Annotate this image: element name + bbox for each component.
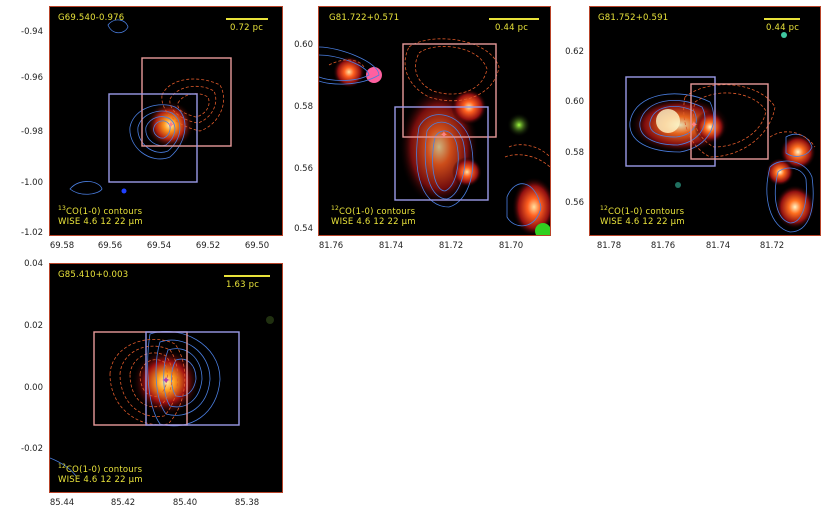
image-frame: ✦ G81.752+0.591 0.44 pc 12CO(1-0) contou…: [589, 6, 821, 236]
y-tick: -0.96: [21, 73, 43, 83]
y-tick: 0.58: [565, 148, 584, 158]
y-tick: 0.04: [24, 259, 43, 269]
source-name: G81.722+0.571: [329, 13, 400, 23]
sky-image: ✦: [50, 316, 274, 477]
x-tick: 69.54: [146, 241, 172, 251]
scale-bar: [226, 18, 268, 20]
x-tick: 81.72: [759, 241, 785, 251]
wise-label: WISE 4.6 12 22 μm: [600, 217, 685, 227]
x-tick: 69.58: [49, 241, 75, 251]
x-tick: 81.70: [498, 241, 524, 251]
y-tick: -0.98: [21, 127, 43, 137]
contour-label: 13CO(1-0) contours: [58, 205, 143, 217]
wise-label: WISE 4.6 12 22 μm: [58, 217, 143, 227]
x-tick: 81.76: [650, 241, 676, 251]
scale-label: 1.63 pc: [226, 280, 260, 290]
y-tick: 0.00: [24, 383, 43, 393]
x-tick: 81.76: [318, 241, 344, 251]
image-frame: ✦ G85.410+0.003 1.63 pc 12CO(1-0) contou…: [49, 263, 283, 493]
scale-label: 0.44 pc: [766, 23, 800, 33]
wise-label: WISE 4.6 12 22 μm: [58, 475, 143, 485]
x-tick: 69.52: [195, 241, 221, 251]
svg-text:✦: ✦: [161, 374, 170, 387]
svg-text:✦: ✦: [167, 120, 175, 131]
y-tick: 0.60: [565, 97, 584, 107]
wise-label: WISE 4.6 12 22 μm: [331, 217, 416, 227]
x-tick: 85.38: [234, 498, 260, 508]
contour-label: 12CO(1-0) contours: [600, 205, 685, 217]
y-tick: -1.02: [21, 228, 43, 238]
y-tick: -0.02: [21, 444, 43, 454]
source-name: G85.410+0.003: [58, 270, 129, 280]
sky-image: ✦: [625, 32, 816, 233]
x-tick: 85.40: [172, 498, 198, 508]
svg-text:✦: ✦: [440, 130, 448, 141]
image-frame: ✦ G69.540-0.976 0.72 pc 13CO(1-0) contou…: [49, 6, 283, 236]
scale-bar: [764, 18, 800, 20]
image-frame: ✦ G81.722+0.571 0.44 pc 12CO(1-0) contou…: [318, 6, 551, 236]
sky-image: ✦: [69, 19, 232, 195]
x-tick: 85.42: [110, 498, 136, 508]
x-tick: 81.72: [438, 241, 464, 251]
source-name: G81.752+0.591: [598, 13, 669, 23]
y-tick: 0.58: [294, 102, 313, 112]
y-tick: -0.94: [21, 27, 43, 37]
y-tick: -1.00: [21, 178, 43, 188]
x-tick: 69.56: [97, 241, 123, 251]
sky-image: ✦: [319, 38, 550, 235]
x-tick: 81.74: [705, 241, 731, 251]
scale-label: 0.44 pc: [495, 23, 529, 33]
scale-bar: [224, 275, 270, 277]
x-tick: 81.74: [378, 241, 404, 251]
y-tick: 0.54: [294, 224, 313, 234]
y-tick: 0.02: [24, 321, 43, 331]
scale-bar: [489, 18, 539, 20]
x-tick: 85.44: [49, 498, 75, 508]
y-tick: 0.56: [294, 164, 313, 174]
x-tick: 69.50: [244, 241, 270, 251]
y-tick: 0.60: [294, 40, 313, 50]
svg-text:✦: ✦: [690, 120, 698, 131]
y-tick: 0.56: [565, 198, 584, 208]
y-tick: 0.62: [565, 47, 584, 57]
contour-label: 12CO(1-0) contours: [58, 463, 143, 475]
scale-label: 0.72 pc: [230, 23, 264, 33]
contour-label: 12CO(1-0) contours: [331, 205, 416, 217]
x-tick: 81.78: [596, 241, 622, 251]
source-name: G69.540-0.976: [58, 13, 125, 23]
